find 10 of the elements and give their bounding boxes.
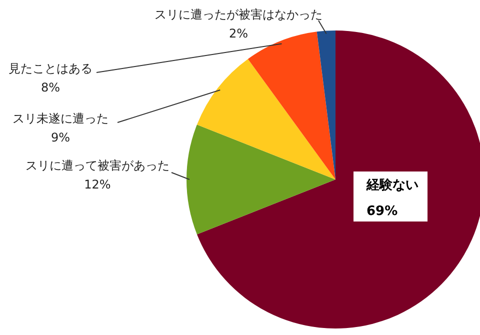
- data-label: 8%: [40, 80, 60, 94]
- slice-label: 見たことはある: [8, 62, 92, 76]
- slice-label: スリ未遂に遭った: [12, 112, 108, 126]
- data-label: 2%: [228, 26, 248, 40]
- slice-label: スリに遭ったが被害はなかった: [154, 8, 322, 22]
- data-label: 12%: [84, 178, 111, 192]
- data-label: 69%: [366, 204, 398, 219]
- data-label: 9%: [50, 130, 70, 144]
- slice-label: スリに遭って被害があった: [26, 158, 170, 172]
- slice-label: 経験ない: [366, 178, 418, 193]
